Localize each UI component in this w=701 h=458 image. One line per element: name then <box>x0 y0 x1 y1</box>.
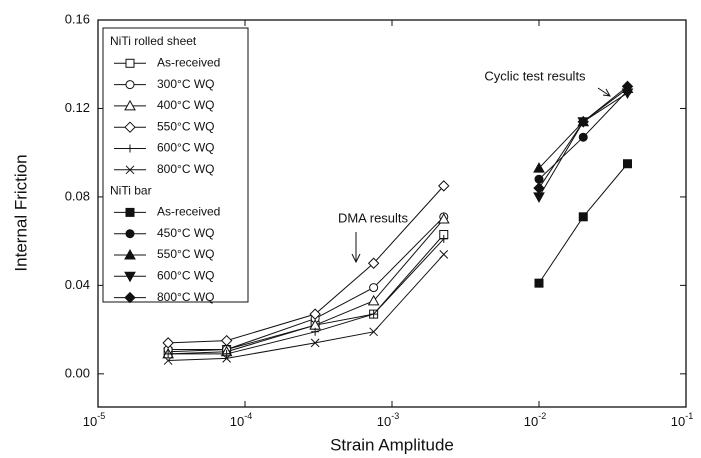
x-tick-exponent: -1 <box>685 411 693 421</box>
legend-label: 800°C WQ <box>157 290 214 304</box>
legend-label: As-received <box>157 205 220 219</box>
marker <box>369 310 378 319</box>
legend-group-title: NiTi rolled sheet <box>110 34 197 48</box>
annotation: DMA results <box>338 210 409 225</box>
legend-label: 300°C WQ <box>157 77 214 91</box>
marker <box>310 338 320 348</box>
legend-group-title: NiTi bar <box>110 183 152 197</box>
marker <box>124 99 136 111</box>
legend-label: 550°C WQ <box>157 247 214 261</box>
marker <box>125 207 135 217</box>
marker <box>577 116 589 128</box>
x-tick-exponent: -2 <box>538 411 546 421</box>
annotation-arrow <box>351 232 361 264</box>
marker <box>126 144 134 153</box>
marker <box>163 356 173 365</box>
legend-label: 600°C WQ <box>157 268 214 282</box>
marker <box>621 80 634 93</box>
marker <box>578 212 588 222</box>
marker <box>125 58 135 68</box>
x-tick-exponent: -3 <box>391 411 399 421</box>
y-tick-label: 0.08 <box>65 188 90 203</box>
marker <box>623 159 633 169</box>
marker <box>164 349 173 358</box>
x-tick-label: 10-3 <box>377 411 399 429</box>
marker <box>367 294 380 306</box>
x-tick-base: 10 <box>671 414 685 429</box>
marker <box>220 334 233 347</box>
y-tick-label: 0.04 <box>65 277 90 292</box>
x-tick-base: 10 <box>230 414 244 429</box>
marker <box>125 80 135 90</box>
x-tick-exponent: -4 <box>244 411 252 421</box>
marker <box>534 278 544 288</box>
marker <box>124 121 136 133</box>
legend-label: 800°C WQ <box>157 162 214 176</box>
marker <box>222 353 231 363</box>
marker <box>162 337 174 349</box>
series-line <box>538 92 628 198</box>
marker <box>439 234 448 243</box>
legend-label: 450°C WQ <box>157 226 214 240</box>
x-tick-base: 10 <box>377 414 391 429</box>
marker <box>124 291 136 304</box>
marker <box>309 308 321 320</box>
legend-label: As-received <box>157 55 220 69</box>
x-tick-base: 10 <box>524 414 538 429</box>
marker <box>125 229 135 239</box>
marker <box>533 182 545 194</box>
legend-label: 600°C WQ <box>157 141 214 155</box>
y-tick-label: 0.12 <box>65 100 90 115</box>
marker <box>367 257 380 269</box>
marker <box>369 283 379 293</box>
marker <box>578 132 588 142</box>
annotation: Cyclic test results <box>484 68 586 83</box>
y-axis-title: Internal Friction <box>11 154 30 271</box>
x-axis-title: Strain Amplitude <box>330 435 454 454</box>
y-tick-label: 0.00 <box>65 365 90 380</box>
marker <box>311 327 320 336</box>
marker <box>438 180 450 192</box>
marker <box>533 162 545 173</box>
series-line <box>538 163 628 284</box>
marker <box>533 192 545 203</box>
legend-label: 400°C WQ <box>157 98 214 112</box>
legend: NiTi rolled sheet As-received 300°C WQ 400°… <box>102 27 249 304</box>
series-line <box>538 88 628 169</box>
marker <box>124 248 136 260</box>
marker <box>534 174 544 184</box>
marker <box>369 327 378 337</box>
x-tick-base: 10 <box>83 414 97 429</box>
y-tick-label: 0.16 <box>65 11 90 26</box>
x-tick-label: 10-1 <box>671 411 693 429</box>
annotation-arrow <box>597 87 611 97</box>
marker <box>124 271 136 283</box>
marker <box>125 165 135 175</box>
marker <box>437 212 450 224</box>
x-tick-label: 10-5 <box>83 411 105 429</box>
marker <box>222 349 231 358</box>
marker <box>439 250 449 259</box>
legend-label: 550°C WQ <box>157 119 214 133</box>
x-tick-exponent: -5 <box>97 411 105 421</box>
x-tick-label: 10-2 <box>524 411 546 429</box>
x-tick-label: 10-4 <box>230 411 252 429</box>
